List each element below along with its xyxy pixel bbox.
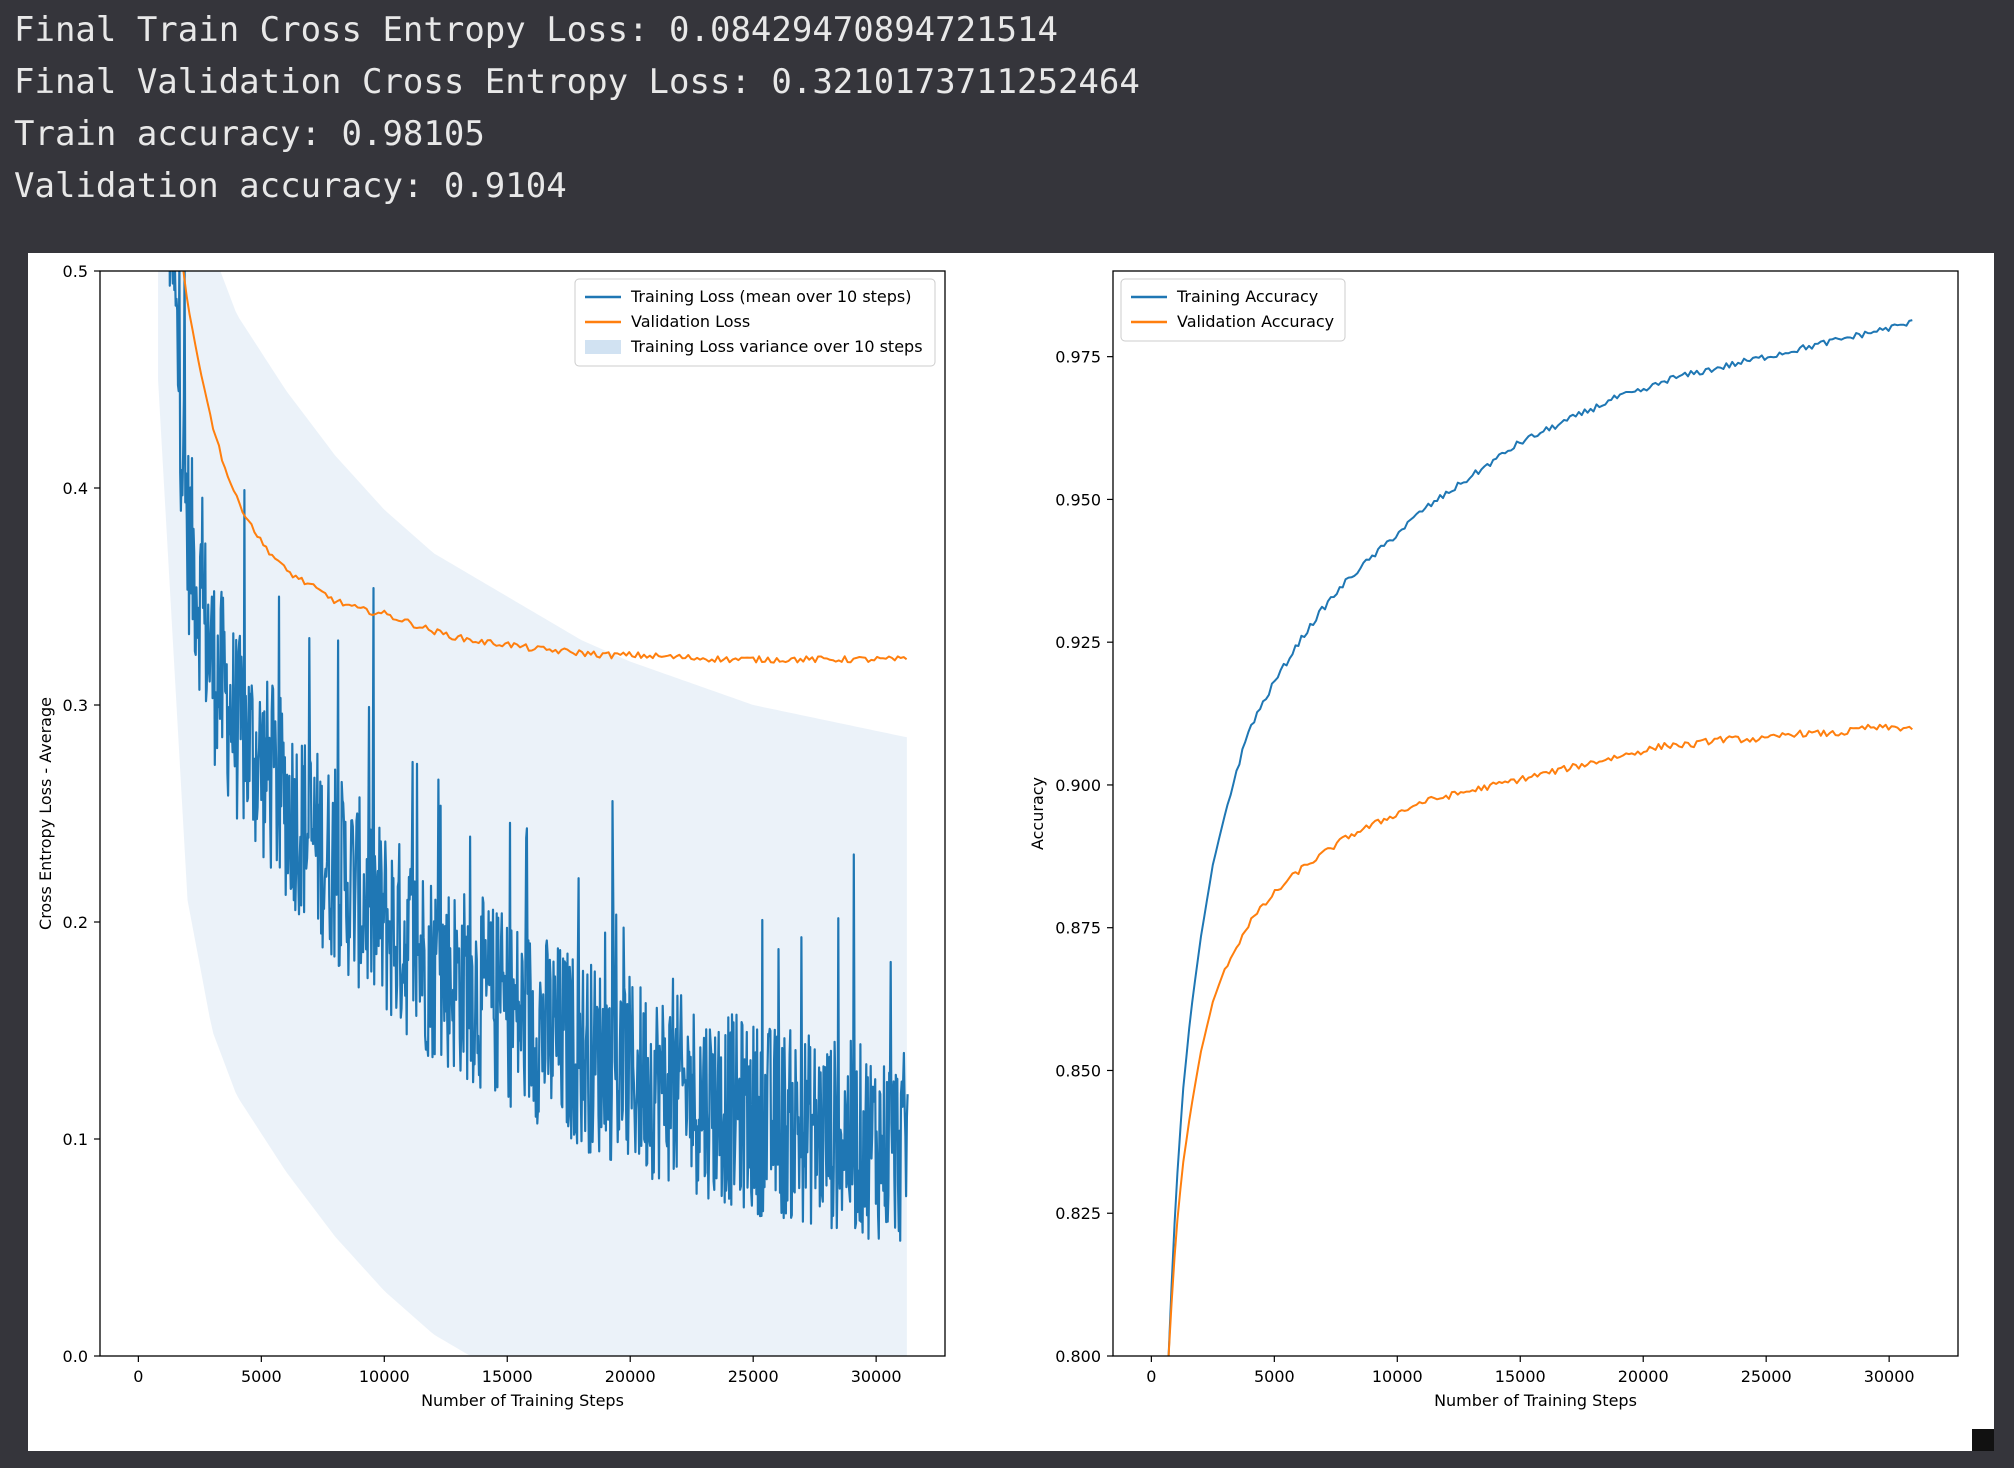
figure-svg: 0 5000 10000 15000 20000 25000 30000 0.0 0.1 0.2 0… (36, 262, 1959, 1410)
x-tick-label: 15000 (482, 1367, 533, 1386)
validation-accuracy-line (1167, 723, 1913, 1356)
train-loss-line: Final Train Cross Entropy Loss: 0.084294… (14, 10, 1058, 50)
y-tick-label: 0.825 (1055, 1204, 1101, 1223)
cell-output-text: Final Train Cross Entropy Loss: 0.084294… (14, 4, 1140, 212)
validation-accuracy-line: Validation accuracy: 0.9104 (14, 166, 567, 206)
legend-0: Training Loss (mean over 10 steps) Valida… (574, 278, 936, 367)
resize-handle[interactable] (1972, 1429, 1994, 1451)
y-tick-label: 0.975 (1055, 348, 1101, 367)
plot-area-1 (1167, 319, 1913, 1356)
y-axis-label: Accuracy (1028, 777, 1047, 850)
x-tick-label: 25000 (1741, 1367, 1792, 1386)
y-tick-label: 0.850 (1055, 1061, 1101, 1080)
train-accuracy-line: Train accuracy: 0.98105 (14, 114, 485, 154)
x-tick-label: 15000 (1495, 1367, 1546, 1386)
training-loss-line (168, 271, 909, 1242)
x-tick-label: 30000 (1864, 1367, 1915, 1386)
figure-output: 0 5000 10000 15000 20000 25000 30000 0.0 0.1 0.2 0… (28, 253, 1994, 1451)
y-tick-label: 0.950 (1055, 490, 1101, 509)
x-tick-label: 0 (133, 1367, 143, 1386)
y-tick-label: 0.3 (63, 696, 88, 715)
legend-label: Validation Accuracy (1177, 312, 1334, 331)
legend-1: Training Accuracy Validation Accuracy (1120, 278, 1346, 342)
y-tick-label: 0.4 (63, 479, 88, 498)
legend-box (574, 278, 936, 367)
legend-box (1120, 278, 1346, 342)
y-axis-label: Cross Entropy Loss - Average (36, 697, 55, 930)
x-tick-label: 10000 (1372, 1367, 1423, 1386)
plot-frame-1 (1112, 270, 1959, 1357)
y-tick-label: 0.875 (1055, 919, 1101, 938)
x-tick-label: 5000 (1254, 1367, 1295, 1386)
legend-label: Training Loss (mean over 10 steps) (630, 287, 912, 306)
y-tick-label: 0.925 (1055, 633, 1101, 652)
plot-frame-0 (99, 270, 946, 1357)
y-tick-label: 0.0 (63, 1347, 88, 1366)
x-tick-label: 20000 (605, 1367, 656, 1386)
legend-label: Validation Loss (631, 312, 750, 331)
validation-loss-line: Final Validation Cross Entropy Loss: 0.3… (14, 62, 1140, 102)
legend-label: Training Accuracy (1176, 287, 1318, 306)
y-tick-label: 0.2 (63, 913, 88, 932)
legend-label: Training Loss variance over 10 steps (630, 337, 923, 356)
validation-loss-line (182, 271, 908, 664)
x-tick-label: 25000 (728, 1367, 779, 1386)
y-tick-label: 0.5 (63, 262, 88, 281)
training-accuracy-line (1167, 319, 1913, 1356)
y-tick-label: 0.1 (63, 1130, 88, 1149)
plot-area-0 (158, 271, 909, 1356)
x-tick-label: 10000 (359, 1367, 410, 1386)
y-tick-label: 0.800 (1055, 1347, 1101, 1366)
x-axis-label: Number of Training Steps (421, 1391, 624, 1410)
x-tick-label: 30000 (851, 1367, 902, 1386)
x-axis-label: Number of Training Steps (1434, 1391, 1637, 1410)
x-tick-label: 5000 (241, 1367, 282, 1386)
legend-swatch (585, 340, 621, 354)
x-tick-label: 20000 (1618, 1367, 1669, 1386)
y-tick-label: 0.900 (1055, 776, 1101, 795)
x-tick-label: 0 (1146, 1367, 1156, 1386)
